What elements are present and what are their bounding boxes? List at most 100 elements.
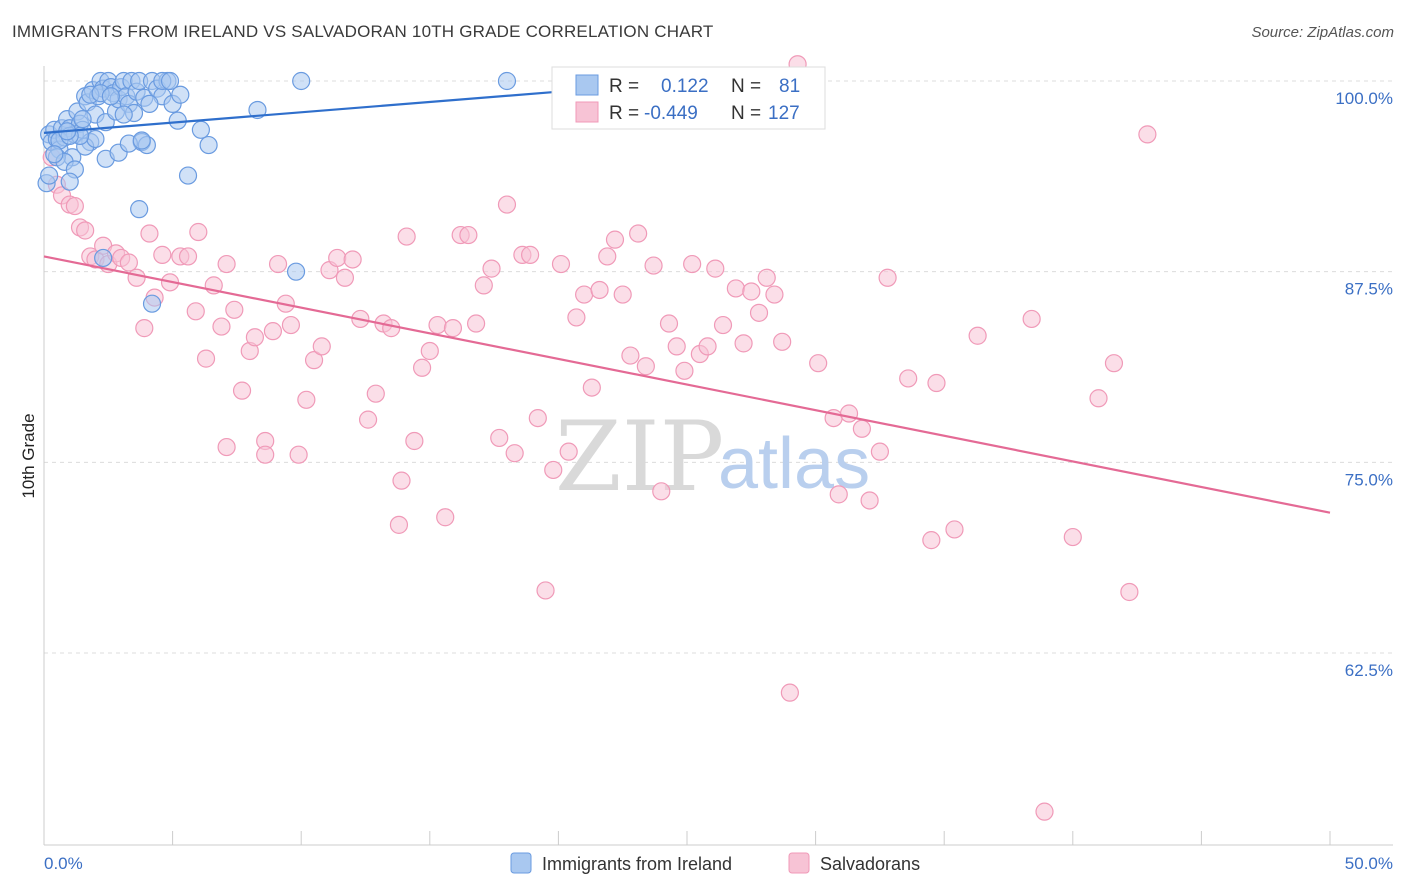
point-salvadoran[interactable] <box>1063 527 1082 547</box>
point-salvadoran[interactable] <box>667 337 686 356</box>
point-ireland[interactable] <box>45 145 64 164</box>
point-salvadoran[interactable] <box>945 520 964 539</box>
point-salvadoran[interactable] <box>536 581 555 600</box>
point-salvadoran[interactable] <box>225 300 244 319</box>
point-salvadoran[interactable] <box>1035 802 1054 821</box>
point-ireland[interactable] <box>114 105 133 124</box>
point-salvadoran[interactable] <box>1120 582 1139 602</box>
point-salvadoran[interactable] <box>659 314 679 333</box>
point-salvadoran[interactable] <box>829 485 848 504</box>
point-ireland[interactable] <box>497 71 517 91</box>
point-salvadoran[interactable] <box>466 314 486 333</box>
point-salvadoran[interactable] <box>482 259 501 278</box>
point-ireland[interactable] <box>130 200 149 219</box>
point-salvadoran[interactable] <box>474 276 493 295</box>
point-salvadoran[interactable] <box>878 268 897 287</box>
point-salvadoran[interactable] <box>328 248 347 268</box>
point-salvadoran[interactable] <box>127 268 146 287</box>
point-salvadoran[interactable] <box>590 280 609 300</box>
point-ireland[interactable] <box>248 100 267 120</box>
point-salvadoran[interactable] <box>397 227 416 246</box>
point-ireland[interactable] <box>101 87 120 106</box>
point-salvadoran[interactable] <box>304 351 324 370</box>
point-salvadoran[interactable] <box>1022 309 1041 329</box>
point-ireland[interactable] <box>178 166 198 185</box>
point-salvadoran[interactable] <box>809 354 828 373</box>
point-salvadoran[interactable] <box>297 390 316 409</box>
point-salvadoran[interactable] <box>412 358 432 377</box>
point-salvadoran[interactable] <box>636 357 655 376</box>
point-salvadoran[interactable] <box>852 419 871 438</box>
point-salvadoran[interactable] <box>140 224 159 243</box>
point-salvadoran[interactable] <box>927 373 946 393</box>
point-salvadoran[interactable] <box>559 442 578 461</box>
point-ireland[interactable] <box>160 71 180 91</box>
point-salvadoran[interactable] <box>567 308 586 327</box>
point-salvadoran[interactable] <box>65 196 84 216</box>
point-salvadoran[interactable] <box>212 317 231 336</box>
point-salvadoran[interactable] <box>490 428 509 448</box>
point-salvadoran[interactable] <box>1104 354 1124 373</box>
point-salvadoran[interactable] <box>76 221 95 240</box>
point-ireland[interactable] <box>286 262 306 281</box>
point-salvadoran[interactable] <box>544 460 563 480</box>
point-salvadoran[interactable] <box>505 444 524 463</box>
point-salvadoran[interactable] <box>436 508 455 527</box>
point-salvadoran[interactable] <box>713 315 733 335</box>
point-salvadoran[interactable] <box>428 315 447 335</box>
point-salvadoran[interactable] <box>232 381 252 400</box>
point-salvadoran[interactable] <box>153 245 172 264</box>
point-salvadoran[interactable] <box>189 222 208 242</box>
point-salvadoran[interactable] <box>605 230 625 249</box>
point-salvadoran[interactable] <box>256 445 275 464</box>
point-salvadoran[interactable] <box>497 195 517 214</box>
point-salvadoran[interactable] <box>119 253 138 272</box>
point-salvadoran[interactable] <box>382 319 401 338</box>
point-salvadoran[interactable] <box>289 445 308 464</box>
point-salvadoran[interactable] <box>726 279 745 298</box>
point-salvadoran[interactable] <box>922 531 941 550</box>
point-salvadoran[interactable] <box>899 369 918 388</box>
point-salvadoran[interactable] <box>1089 389 1108 408</box>
point-salvadoran[interactable] <box>575 285 594 304</box>
source-attribution[interactable]: Source: ZipAtlas.com <box>1251 24 1394 41</box>
point-salvadoran[interactable] <box>366 384 385 403</box>
point-salvadoran[interactable] <box>1138 125 1157 144</box>
point-salvadoran[interactable] <box>268 254 288 274</box>
point-ireland[interactable] <box>73 110 92 129</box>
point-salvadoran[interactable] <box>870 442 890 461</box>
point-ireland[interactable] <box>292 71 311 91</box>
point-salvadoran[interactable] <box>780 683 799 702</box>
legend-item-ireland[interactable]: Immigrants from Ireland <box>510 852 732 874</box>
point-salvadoran[interactable] <box>343 250 362 269</box>
point-ireland[interactable] <box>60 172 79 191</box>
point-salvadoran[interactable] <box>644 256 663 275</box>
point-salvadoran[interactable] <box>551 254 571 274</box>
point-salvadoran[interactable] <box>521 245 540 264</box>
point-ireland[interactable] <box>142 294 162 313</box>
point-salvadoran[interactable] <box>706 259 725 278</box>
point-salvadoran[interactable] <box>358 410 378 429</box>
point-salvadoran[interactable] <box>217 254 236 274</box>
point-salvadoran[interactable] <box>749 303 769 322</box>
point-salvadoran[interactable] <box>459 225 478 245</box>
point-salvadoran[interactable] <box>698 337 717 356</box>
point-salvadoran[interactable] <box>773 332 792 351</box>
point-salvadoran[interactable] <box>734 334 753 353</box>
point-salvadoran[interactable] <box>186 302 205 321</box>
point-salvadoran[interactable] <box>420 341 439 361</box>
legend-item-salvadorans[interactable]: Salvadorans <box>788 852 920 874</box>
point-ireland[interactable] <box>132 131 151 150</box>
point-ireland[interactable] <box>199 135 218 155</box>
point-salvadoran[interactable] <box>598 247 617 266</box>
point-salvadoran[interactable] <box>613 285 632 304</box>
point-salvadoran[interactable] <box>405 431 424 451</box>
point-salvadoran[interactable] <box>196 349 216 368</box>
point-salvadoran[interactable] <box>629 224 648 243</box>
point-ireland[interactable] <box>94 248 113 268</box>
point-salvadoran[interactable] <box>528 408 547 428</box>
point-salvadoran[interactable] <box>217 437 236 457</box>
point-salvadoran[interactable] <box>312 337 331 356</box>
point-ireland[interactable] <box>140 94 159 113</box>
point-salvadoran[interactable] <box>765 285 784 304</box>
